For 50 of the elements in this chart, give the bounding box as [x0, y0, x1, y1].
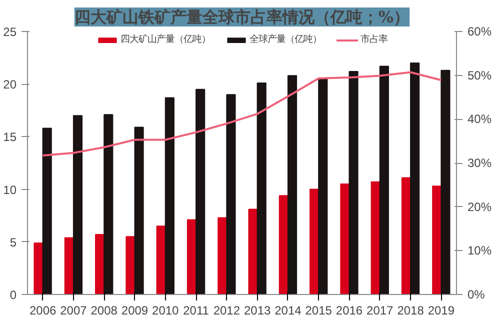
y2-tick-label: 60%: [468, 24, 492, 38]
legend-label: 全球产量（亿吨）: [250, 33, 322, 46]
y-tick-label: 0: [10, 288, 17, 302]
x-tick-label: 2009: [121, 304, 148, 317]
bar: [196, 88, 206, 294]
bar: [248, 208, 258, 294]
bar: [287, 75, 298, 294]
y2-tick-label: 20%: [468, 200, 492, 214]
bar: [164, 97, 174, 294]
bar: [348, 70, 358, 294]
bar: [42, 128, 52, 294]
bar: [126, 236, 136, 294]
x-tick-label: 2016: [336, 304, 363, 317]
bar: [440, 70, 450, 294]
x-tick-label: 2017: [366, 304, 394, 317]
x-tick-label: 2011: [183, 304, 210, 317]
y-tick-label: 5: [10, 235, 17, 250]
y2-tick-label: 10%: [468, 244, 492, 258]
bar: [256, 82, 266, 294]
x-tick-label: 2018: [397, 304, 424, 317]
bar: [134, 126, 144, 294]
y2-tick-label: 40%: [468, 112, 492, 126]
y-tick-label: 15: [3, 130, 17, 144]
y2-tick-label: 0%: [468, 288, 486, 302]
y-tick-label: 10: [3, 182, 17, 197]
y2-tick-label: 50%: [468, 68, 492, 82]
x-tick-label: 2014: [274, 304, 302, 317]
bar: [379, 66, 389, 294]
x-tick-label: 2006: [29, 304, 56, 317]
legend-label: 市占率: [360, 33, 388, 46]
x-tick-label: 2013: [244, 304, 271, 317]
line-series: [42, 71, 442, 157]
x-tick-label: 2007: [60, 304, 88, 317]
y2-tick-label: 30%: [468, 156, 492, 170]
bar: [340, 184, 350, 294]
bar: [226, 94, 236, 294]
bar: [72, 115, 83, 294]
legend-label: 四大矿山产量（亿吨）: [120, 33, 210, 46]
bar: [318, 78, 328, 294]
bar: [34, 242, 44, 294]
x-tick-label: 2015: [305, 304, 332, 317]
bar: [104, 114, 114, 294]
y-tick-label: 25: [3, 25, 17, 39]
x-tick-label: 2019: [428, 304, 455, 317]
x-tick-label: 2010: [152, 304, 180, 317]
x-tick-label: 2012: [213, 304, 240, 317]
chart-title: 四大矿山铁矿产量全球市占率情况（亿吨；%）: [74, 8, 410, 26]
x-tick-label: 2008: [90, 304, 118, 317]
y-tick-label: 20: [3, 78, 17, 92]
bar: [410, 62, 420, 294]
